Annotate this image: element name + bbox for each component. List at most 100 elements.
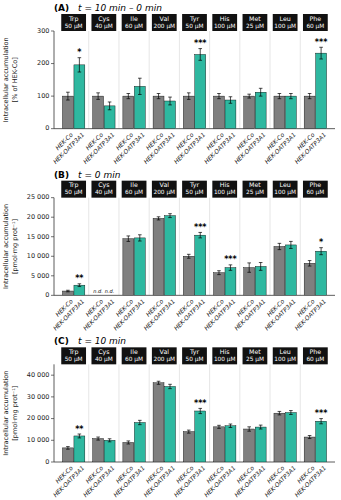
group-separator	[270, 198, 271, 296]
error-line	[290, 411, 291, 415]
category-label-line: 200 μM	[153, 189, 175, 196]
error-cap	[96, 440, 100, 441]
error-cap	[259, 425, 263, 426]
error-cap	[108, 101, 112, 102]
error-cap	[217, 98, 221, 99]
error-line	[158, 94, 159, 99]
error-line	[218, 425, 219, 428]
category-label: His100 μM	[214, 348, 236, 363]
x-tick-label: HEK-OATP3A1	[112, 131, 146, 165]
error-cap	[168, 97, 172, 98]
error-cap	[229, 264, 233, 265]
group-separator	[209, 364, 210, 462]
error-cap	[289, 414, 293, 415]
x-tick-label: HEK-OATP3A1	[202, 464, 236, 498]
x-tick-label: HEK-OATP3A1	[82, 131, 116, 165]
error-bar	[247, 94, 251, 98]
y-tick-label: 10 000	[27, 252, 50, 260]
error-cap	[66, 92, 70, 93]
bar	[255, 427, 266, 462]
group-separator	[300, 31, 301, 129]
error-cap	[289, 98, 293, 99]
error-cap	[319, 247, 323, 248]
error-cap	[319, 47, 323, 48]
error-line	[200, 49, 201, 61]
bar	[62, 291, 73, 295]
x-tick-label: HEK-OATP3A1	[51, 297, 85, 331]
error-line	[290, 241, 291, 248]
bar	[62, 96, 73, 129]
error-cap	[308, 438, 312, 439]
x-tick-label: HEK-OATP3A1	[233, 131, 267, 165]
category-label: Val200 μM	[153, 348, 175, 363]
error-cap	[259, 270, 263, 271]
bar	[214, 96, 225, 129]
x-tick-label: HEK-OATP3A1	[263, 464, 297, 498]
category-label: Leu100 μM	[274, 181, 296, 196]
error-cap	[66, 100, 70, 101]
error-bar	[278, 411, 282, 414]
bar	[165, 386, 176, 462]
category-label-line: Cys	[98, 181, 109, 189]
bar	[195, 411, 206, 462]
error-cap	[157, 384, 161, 385]
error-bar	[308, 436, 312, 439]
error-bar	[157, 94, 161, 99]
error-cap	[138, 94, 142, 95]
bar	[304, 96, 315, 129]
error-cap	[229, 96, 233, 97]
x-tick-label: HEK-OATP3A1	[202, 297, 236, 331]
category-label-line: Ile	[130, 348, 138, 355]
y-label-line: Intracellular accumulation	[2, 371, 10, 456]
error-line	[260, 88, 261, 96]
category-label-line: His	[220, 181, 230, 188]
bar	[134, 422, 145, 462]
category-label-line: Val	[160, 15, 170, 22]
error-bar	[168, 384, 172, 388]
panel-label: (B)	[54, 170, 69, 180]
group-separator	[179, 31, 180, 129]
error-cap	[198, 408, 202, 409]
category-label: Ile60 μM	[125, 15, 143, 30]
y-tick	[51, 396, 54, 397]
error-cap	[127, 440, 131, 441]
figure: 0100200300HEK-CoHEK-OATP3A1HEK-CoHEK-OAT…	[0, 0, 341, 500]
group-separator	[239, 364, 240, 462]
category-label: Tyr50 μM	[186, 348, 204, 363]
significance: *	[77, 48, 82, 57]
error-cap	[289, 248, 293, 249]
category-label-line: Val	[160, 348, 170, 355]
error-cap	[187, 254, 191, 255]
error-bar	[259, 88, 263, 96]
error-line	[260, 263, 261, 271]
category-label-line: 100 μM	[274, 356, 296, 363]
y-axis	[54, 364, 55, 462]
error-bar	[289, 411, 293, 415]
category-header	[243, 347, 268, 364]
bar	[255, 92, 266, 128]
error-bar	[319, 419, 323, 424]
x-tick-label: HEK-OATP3A1	[51, 131, 85, 165]
bar	[74, 285, 85, 295]
group-separator	[149, 364, 150, 462]
y-tick	[51, 217, 54, 218]
category-label: Leu100 μM	[274, 15, 296, 30]
category-label: Met25 μM	[246, 15, 264, 30]
error-bar	[229, 424, 233, 427]
error-cap	[157, 216, 161, 217]
category-label: Cys40 μM	[95, 181, 113, 196]
group-separator	[179, 364, 180, 462]
error-cap	[157, 381, 161, 382]
y-tick-label: 30 000	[27, 393, 50, 401]
error-line	[279, 411, 280, 414]
bar	[165, 216, 176, 296]
error-bar	[78, 434, 82, 438]
error-bar	[198, 232, 202, 237]
bar	[274, 96, 285, 129]
group-separator	[149, 31, 150, 129]
error-bar	[138, 235, 142, 241]
y-tick	[51, 440, 54, 441]
y-label-line: Intracellular accumulation	[2, 37, 10, 122]
error-cap	[247, 94, 251, 95]
category-label-line: Phe	[310, 15, 322, 22]
